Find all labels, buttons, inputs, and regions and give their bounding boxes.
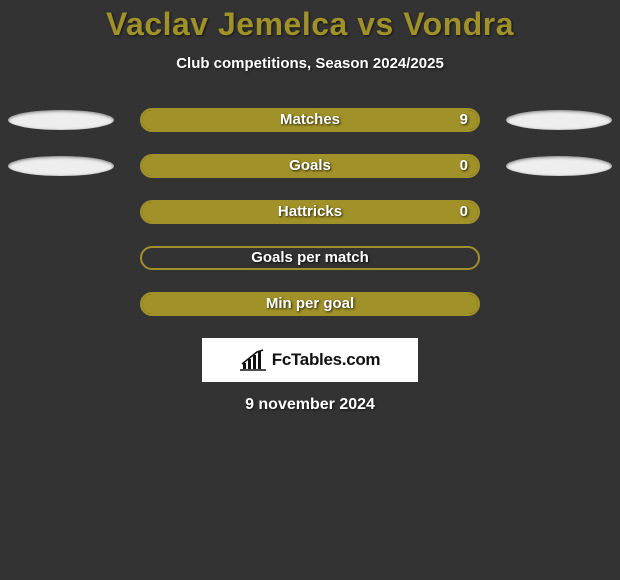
- stat-bar: Hattricks0: [140, 200, 480, 224]
- player-left-value-ellipse: [8, 156, 114, 176]
- stat-row: Goals0: [0, 154, 620, 178]
- stat-bar: Matches9: [140, 108, 480, 132]
- stat-value: 0: [460, 202, 468, 222]
- stat-label: Min per goal: [142, 294, 478, 314]
- barchart-icon: [240, 349, 266, 371]
- stat-label: Matches: [142, 110, 478, 130]
- stat-row: Min per goal: [0, 292, 620, 316]
- stat-value: 0: [460, 156, 468, 176]
- stat-row: Matches9: [0, 108, 620, 132]
- stat-value: 9: [460, 110, 468, 130]
- stat-label: Hattricks: [142, 202, 478, 222]
- player-right-value-ellipse: [506, 110, 612, 130]
- comparison-card: Vaclav Jemelca vs Vondra Club competitio…: [0, 0, 620, 414]
- player-right-value-ellipse: [506, 156, 612, 176]
- stat-bar: Min per goal: [140, 292, 480, 316]
- player-left-value-ellipse: [8, 110, 114, 130]
- source-badge: FcTables.com: [202, 338, 418, 382]
- stat-row: Hattricks0: [0, 200, 620, 224]
- subtitle: Club competitions, Season 2024/2025: [0, 55, 620, 72]
- report-date: 9 november 2024: [0, 396, 620, 414]
- stat-bar: Goals per match: [140, 246, 480, 270]
- stat-row: Goals per match: [0, 246, 620, 270]
- stat-rows: Matches9Goals0Hattricks0Goals per matchM…: [0, 108, 620, 316]
- stat-label: Goals per match: [142, 248, 478, 268]
- badge-text: FcTables.com: [272, 350, 381, 370]
- stat-label: Goals: [142, 156, 478, 176]
- page-title: Vaclav Jemelca vs Vondra: [0, 6, 620, 43]
- stat-bar: Goals0: [140, 154, 480, 178]
